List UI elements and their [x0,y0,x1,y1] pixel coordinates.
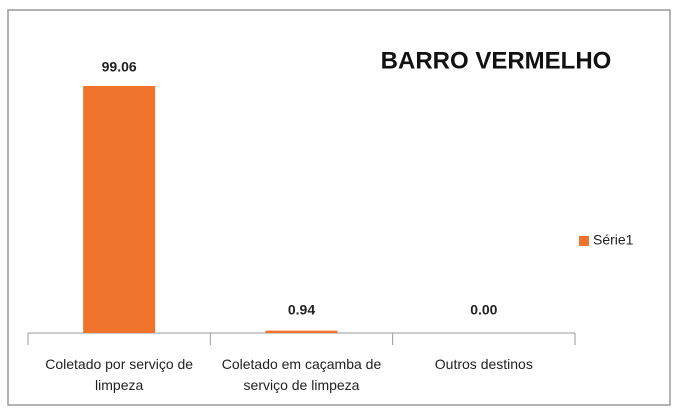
x-tick-label: Coletado por serviço de limpeza [45,356,194,393]
legend-label: Série1 [593,232,634,248]
x-tick-label: Outros destinos [434,356,533,372]
bar [265,330,338,333]
legend-swatch [579,236,589,246]
data-label: 0.00 [470,302,497,318]
data-label: 99.06 [102,59,137,75]
data-label: 0.94 [288,302,315,318]
x-tick-label: Coletado em caçamba de serviço de limpez… [221,356,382,393]
chart-title: BARRO VERMELHO [381,47,612,74]
bar [83,86,156,333]
